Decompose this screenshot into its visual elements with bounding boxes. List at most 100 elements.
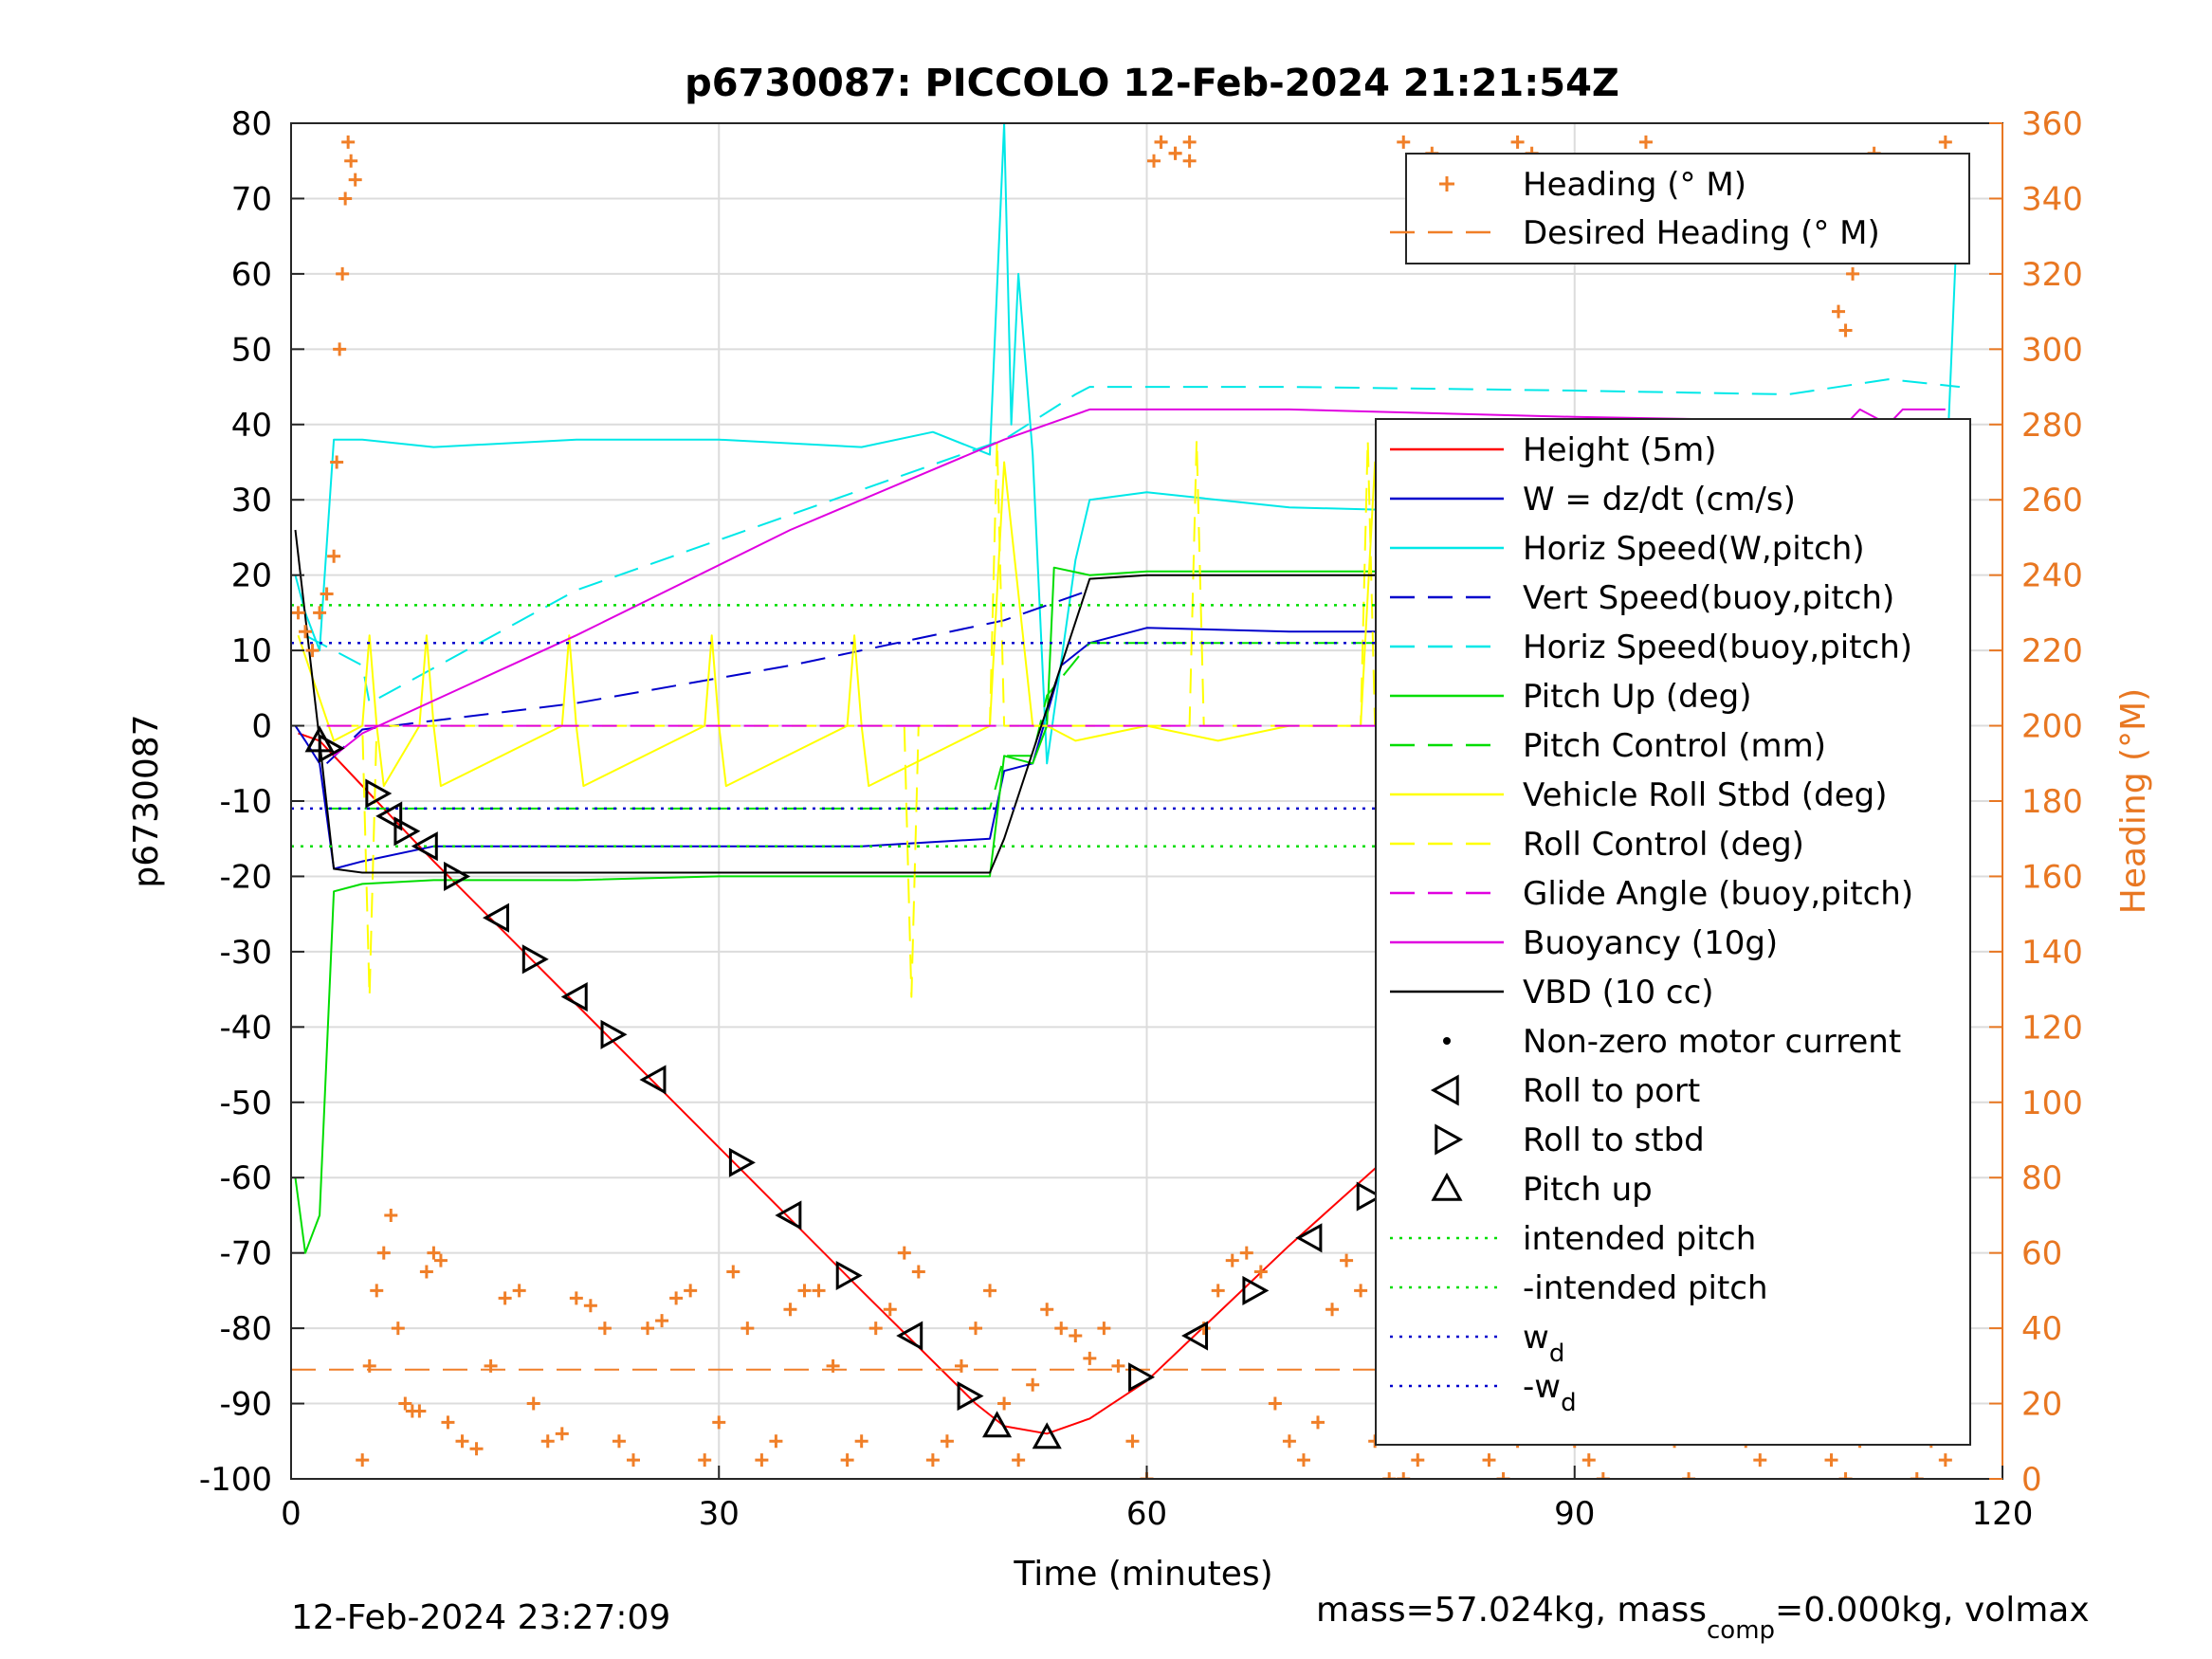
legend-swatch	[1439, 176, 1454, 191]
heading-point	[398, 1396, 412, 1411]
legend-swatch	[1443, 1037, 1451, 1045]
y2-tick-label: 280	[2021, 407, 2083, 445]
legend-entry: Roll to stbd	[1523, 1121, 1705, 1159]
heading-point	[1154, 135, 1168, 149]
y2-tick-label: 0	[2021, 1461, 2042, 1499]
legend-entry: Vert Speed(buoy,pitch)	[1523, 579, 1894, 617]
heading-point	[655, 1314, 669, 1328]
heading-point	[769, 1434, 783, 1449]
legend-entry: Horiz Speed(W,pitch)	[1523, 530, 1865, 568]
heading-point	[391, 1322, 405, 1336]
heading-point	[1097, 1322, 1111, 1336]
heading-point	[1411, 1453, 1425, 1468]
y-tick-label: -50	[219, 1085, 272, 1122]
heading-point	[1397, 1472, 1411, 1479]
y-tick-label: -10	[219, 783, 272, 821]
heading-point	[1069, 1329, 1083, 1343]
heading-point	[1253, 1265, 1268, 1279]
footer-mass-sub: comp	[1707, 1616, 1775, 1645]
heading-point	[1638, 135, 1653, 149]
heading-point	[512, 1284, 526, 1298]
legend-entry: VBD (10 cc)	[1523, 974, 1714, 1012]
series-vert-speed-buoy-pitch	[325, 589, 1090, 765]
heading-point	[1239, 1246, 1253, 1260]
heading-point	[1182, 154, 1197, 168]
y-tick-label: -40	[219, 1009, 272, 1047]
heading-point	[940, 1434, 954, 1449]
heading-point	[627, 1453, 640, 1468]
heading-point	[1938, 135, 1952, 149]
legend-entry: Desired Heading (° M)	[1523, 214, 1880, 252]
heading-point	[1510, 135, 1525, 149]
y2-tick-label: 220	[2021, 632, 2083, 670]
marker-roll-port	[1181, 1321, 1209, 1351]
heading-point	[1040, 1303, 1054, 1317]
heading-point	[320, 587, 334, 601]
heading-point	[412, 1404, 427, 1418]
marker-roll-stbd	[1356, 1181, 1383, 1212]
y2-tick-label: 60	[2021, 1235, 2062, 1273]
legend-entry: -intended pitch	[1523, 1269, 1768, 1307]
y2-tick-label: 140	[2021, 934, 2083, 972]
x-tick-label: 0	[281, 1495, 302, 1533]
y2-tick-label: 20	[2021, 1386, 2062, 1424]
heading-point	[376, 1246, 391, 1260]
heading-point	[384, 1208, 398, 1222]
y-tick-label: -20	[219, 858, 272, 896]
marker-roll-stbd	[318, 733, 345, 763]
legend-entry: Horiz Speed(buoy,pitch)	[1523, 629, 1912, 666]
heading-point	[1211, 1284, 1225, 1298]
heading-point	[826, 1358, 840, 1373]
marker-roll-stbd	[1242, 1275, 1270, 1305]
marker-roll-port	[639, 1065, 667, 1095]
legend-swatch	[1430, 1074, 1459, 1106]
y2-axis-label: Heading (°M)	[2114, 688, 2153, 914]
heading-point	[555, 1427, 569, 1441]
marker-roll-stbd	[600, 1019, 628, 1049]
legend-entry: Roll Control (deg)	[1523, 826, 1804, 864]
heading-point	[997, 1396, 1012, 1411]
x-tick-label: 120	[1972, 1495, 2034, 1533]
marker-roll-stbd	[728, 1147, 756, 1177]
heading-point	[299, 625, 313, 639]
x-tick-label: 90	[1554, 1495, 1595, 1533]
y-tick-label: -90	[219, 1386, 272, 1424]
heading-point	[1182, 135, 1197, 149]
heading-point	[1910, 1472, 1924, 1479]
legend-entry: Glide Angle (buoy,pitch)	[1523, 875, 1913, 913]
x-axis-label: Time (minutes)	[1013, 1555, 1272, 1594]
footer-timestamp: 12-Feb-2024 23:27:09	[291, 1598, 670, 1637]
legend-swatch	[1431, 1172, 1463, 1201]
footer-mass-prefix: mass=57.024kg, mass	[1316, 1591, 1707, 1630]
heading-point	[540, 1434, 555, 1449]
heading-point	[612, 1434, 626, 1449]
heading-point	[1482, 1453, 1496, 1468]
y-tick-label: 80	[231, 105, 272, 143]
heading-point	[362, 1358, 376, 1373]
y2-tick-label: 120	[2021, 1009, 2083, 1047]
heading-point	[498, 1291, 512, 1305]
legend-entry: Pitch up	[1523, 1171, 1653, 1209]
y-tick-label: -80	[219, 1310, 272, 1348]
x-tick-label: 60	[1126, 1495, 1167, 1533]
heading-point	[427, 1246, 441, 1260]
legend-entry: Buoyancy (10g)	[1523, 924, 1778, 962]
marker-pitch-up	[1032, 1422, 1062, 1449]
marker-pitch-up	[982, 1411, 1013, 1438]
legend-swatch	[1435, 1123, 1464, 1156]
heading-point	[455, 1434, 469, 1449]
heading-point	[925, 1453, 940, 1468]
legend-entry: Heading (° M)	[1523, 166, 1746, 204]
heading-point	[840, 1453, 854, 1468]
marker-roll-port	[775, 1200, 802, 1231]
heading-point	[356, 1453, 370, 1468]
heading-point	[1340, 1253, 1354, 1267]
heading-point	[797, 1284, 812, 1298]
heading-point	[1054, 1322, 1069, 1336]
y-tick-label: 50	[231, 331, 272, 369]
heading-point	[370, 1284, 384, 1298]
y-tick-label: 30	[231, 482, 272, 520]
heading-point	[897, 1246, 911, 1260]
legend-entry: Pitch Control (mm)	[1523, 727, 1826, 765]
heading-point	[1682, 1472, 1696, 1479]
